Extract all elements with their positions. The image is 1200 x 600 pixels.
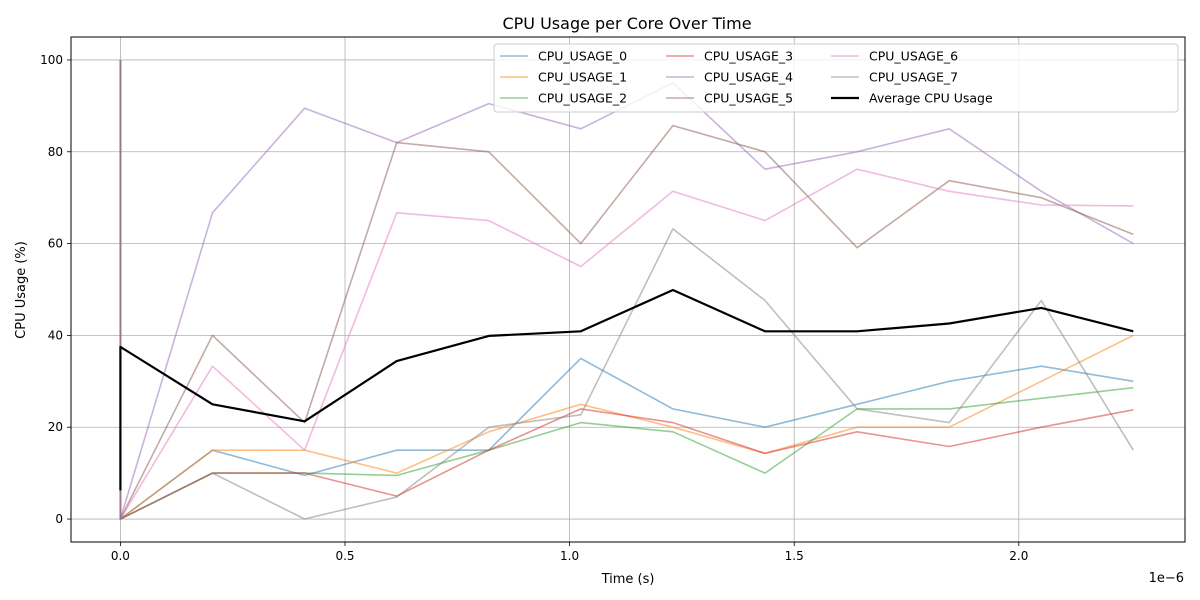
legend-label: Average CPU Usage	[869, 91, 993, 106]
legend: CPU_USAGE_0 CPU_USAGE_1 CPU_USAGE_2 CPU_USA…	[493, 43, 1179, 113]
x-tick-label: 0.0	[111, 549, 130, 563]
legend-label: CPU_USAGE_3	[704, 49, 793, 64]
y-tick-label: 100	[40, 53, 63, 67]
x-axis-offset-label: 1e−6	[1149, 571, 1184, 586]
x-tick-label: 1.0	[560, 549, 579, 563]
legend-label: CPU_USAGE_4	[704, 70, 793, 85]
legend-box	[493, 43, 1179, 113]
y-tick-label: 40	[48, 328, 63, 342]
plot-frame	[70, 36, 1186, 543]
series-line	[119, 60, 1134, 520]
legend-label: CPU_USAGE_0	[538, 49, 627, 64]
y-axis-label: CPU Usage (%)	[14, 241, 29, 339]
legend-label: CPU_USAGE_5	[704, 91, 793, 106]
x-axis-label: Time (s)	[601, 572, 655, 587]
y-tick-label: 20	[48, 420, 63, 434]
x-tick-label: 1.5	[785, 549, 804, 563]
x-tick-label: 2.0	[1009, 549, 1028, 563]
series-line	[119, 60, 1134, 520]
chart-title: CPU Usage per Core Over Time	[502, 14, 751, 33]
legend-label: CPU_USAGE_2	[538, 91, 627, 106]
series-line	[119, 60, 1134, 520]
axis-ticks: 0.0 0.5 1.0 1.5 2.0 0 20 40 60 80 100	[40, 53, 1028, 563]
x-tick-label: 0.5	[335, 549, 354, 563]
y-tick-label: 80	[48, 145, 63, 159]
y-tick-label: 0	[55, 512, 63, 526]
legend-label: CPU_USAGE_7	[869, 70, 958, 85]
legend-label: CPU_USAGE_6	[869, 49, 958, 64]
grid-lines	[71, 37, 1185, 542]
series-line	[119, 60, 1134, 520]
series-line	[119, 60, 1134, 520]
legend-label: CPU_USAGE_1	[538, 70, 627, 85]
series-line	[119, 288, 1134, 491]
series-lines	[119, 60, 1134, 520]
y-tick-label: 60	[48, 237, 63, 251]
